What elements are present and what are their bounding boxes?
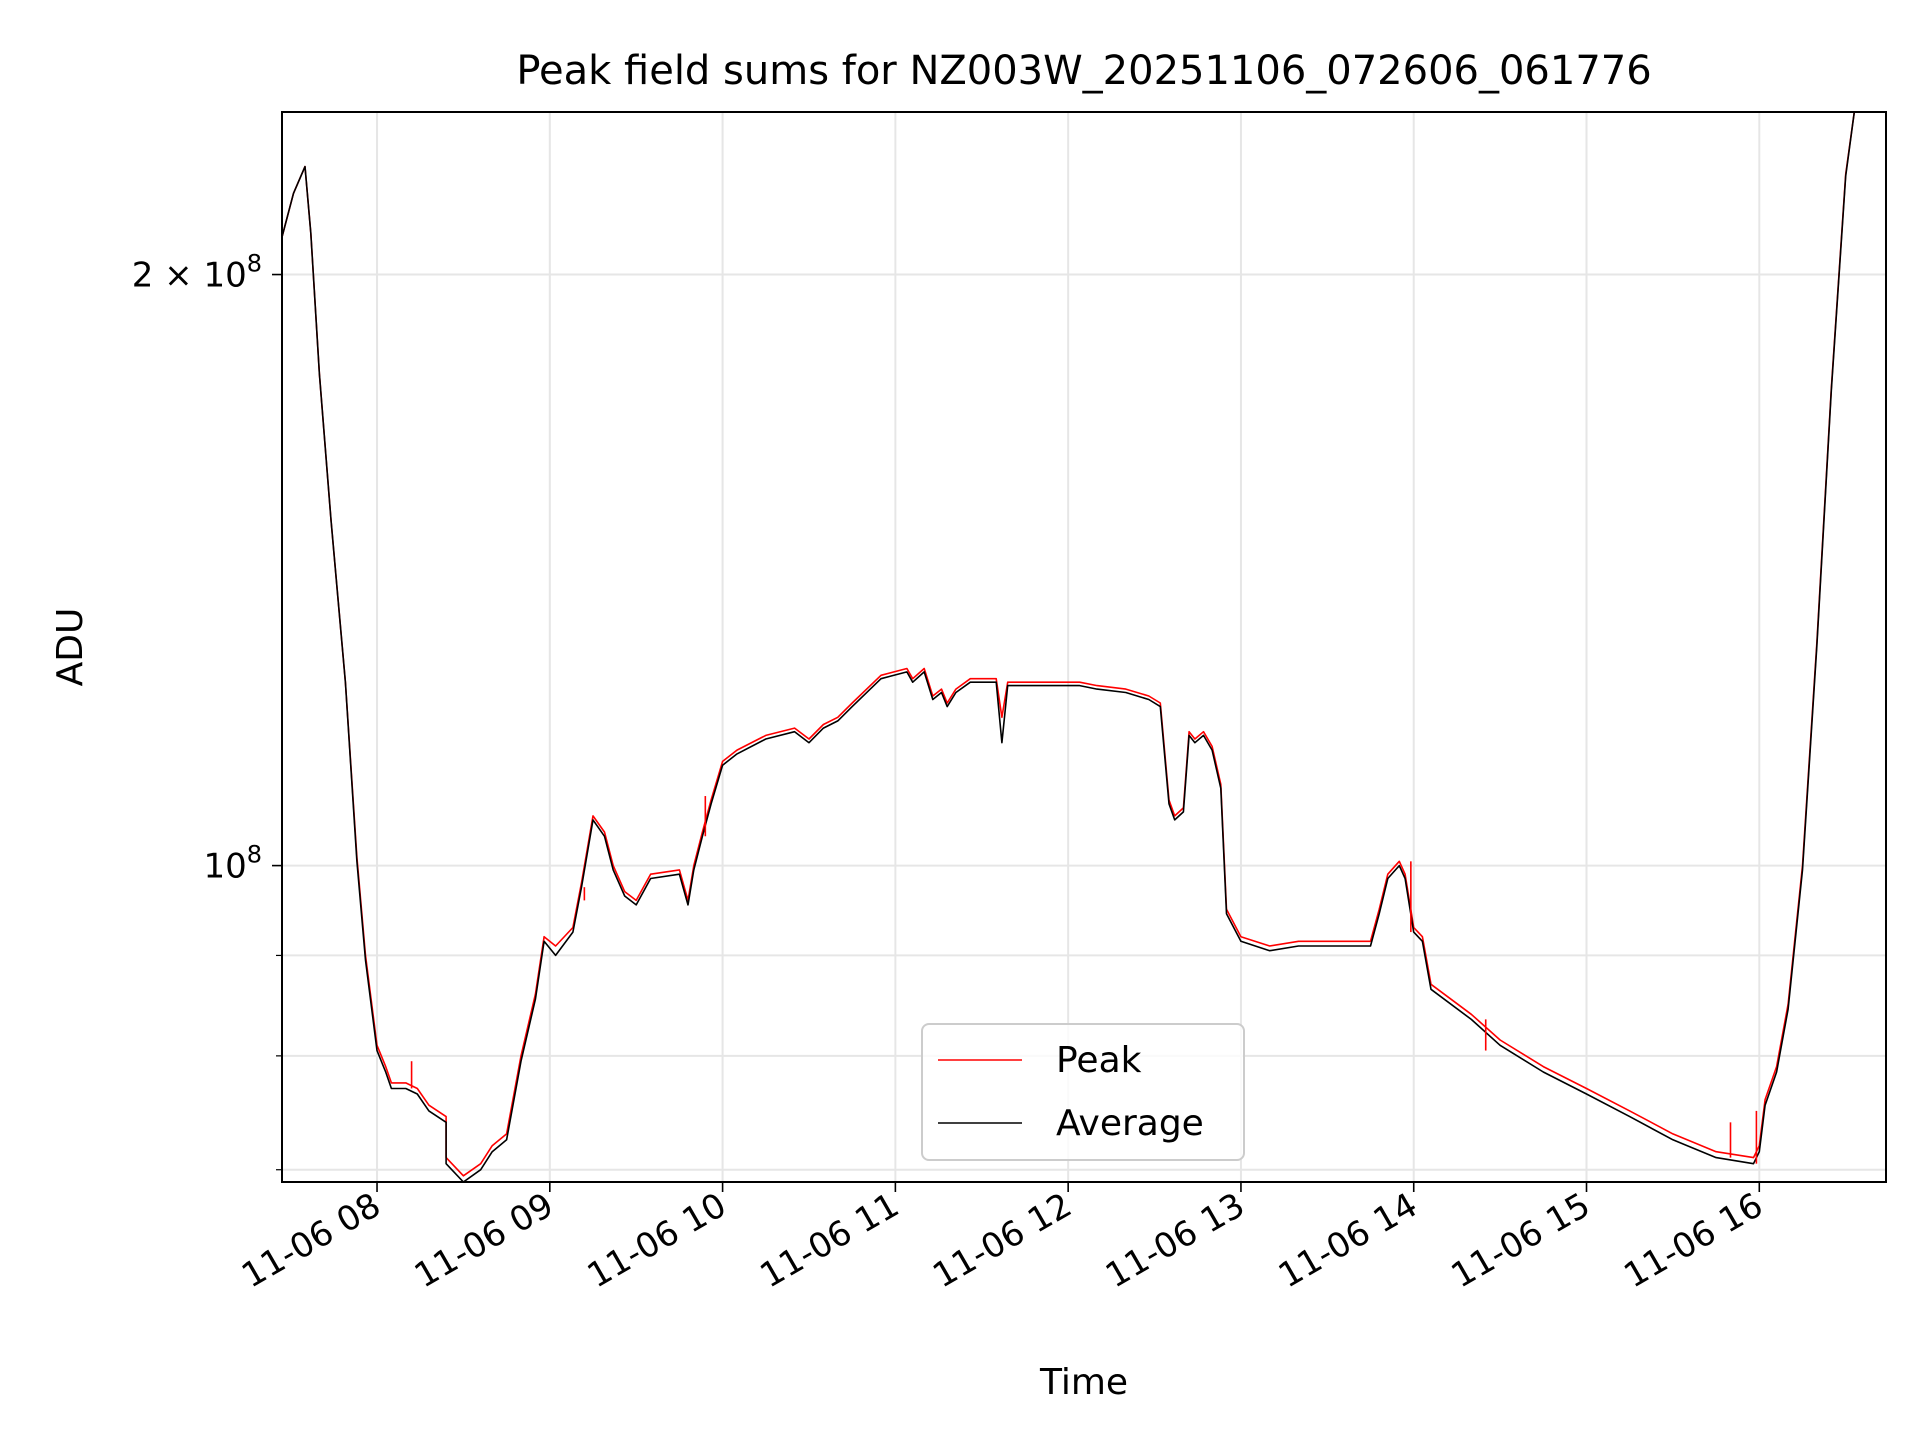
legend-box (921, 1023, 1245, 1161)
grid-lines (282, 112, 1886, 1182)
legend-label-average: Average (1056, 1103, 1204, 1144)
legend-label-peak: Peak (1056, 1040, 1142, 1081)
legend: Peak Average (921, 1023, 1245, 1161)
plot-frame (281, 111, 1887, 1183)
y-axis-label: ADU (50, 608, 91, 687)
y-tick-label: 2 × 108 (132, 250, 262, 296)
y-tick-label: 108 (203, 841, 262, 887)
series-line-peak (282, 112, 1856, 1177)
chart-title: Peak field sums for NZ003W_20251106_0726… (516, 48, 1651, 94)
series-line-average (282, 112, 1856, 1182)
x-axis-label: Time (1039, 1362, 1128, 1403)
plot-series (282, 112, 1856, 1182)
